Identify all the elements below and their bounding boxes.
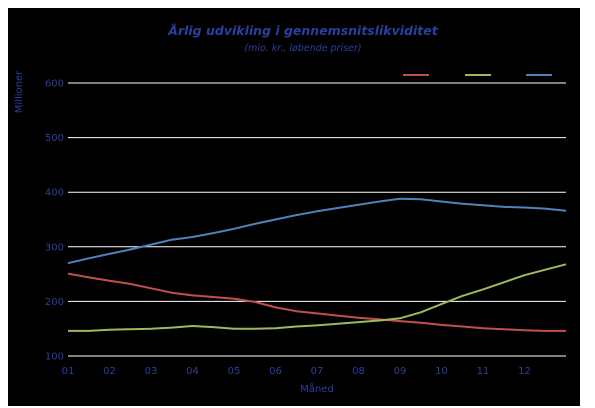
y-tick-label: 600 — [45, 79, 64, 90]
x-tick-label: 02 — [103, 366, 116, 377]
series-lines — [67, 197, 567, 332]
x-axis-label: Måned — [300, 382, 334, 395]
y-tick-label: 100 — [45, 352, 64, 363]
series-line-1 — [67, 272, 566, 332]
x-tick-label: 03 — [145, 366, 158, 377]
chart-title: Årlig udvikling i gennemsnitslikviditet — [167, 23, 438, 38]
series-line-3 — [67, 197, 567, 265]
y-tick-label: 400 — [45, 188, 64, 199]
y-tick-labels: 100 200 300 400 500 600 — [45, 79, 64, 363]
x-tick-labels: 01 02 03 04 05 06 07 08 09 10 11 12 — [62, 366, 531, 377]
x-tick-label: 11 — [477, 366, 490, 377]
chart-subtitle: (mio. kr., løbende priser) — [244, 43, 361, 54]
gridlines — [68, 82, 566, 357]
y-tick-label: 200 — [45, 297, 64, 308]
x-tick-label: 07 — [311, 366, 324, 377]
x-tick-label: 08 — [352, 366, 365, 377]
x-tick-label: 05 — [228, 366, 241, 377]
x-tick-label: 01 — [62, 366, 75, 377]
x-tick-label: 09 — [394, 366, 407, 377]
x-tick-label: 10 — [435, 366, 448, 377]
y-axis-label: Millioner — [14, 70, 25, 113]
x-tick-label: 06 — [269, 366, 282, 377]
y-tick-label: 500 — [45, 133, 64, 144]
series-line-2 — [68, 263, 567, 332]
x-tick-label: 12 — [518, 366, 531, 377]
y-tick-label: 300 — [45, 242, 64, 253]
x-tick-label: 04 — [186, 366, 199, 377]
